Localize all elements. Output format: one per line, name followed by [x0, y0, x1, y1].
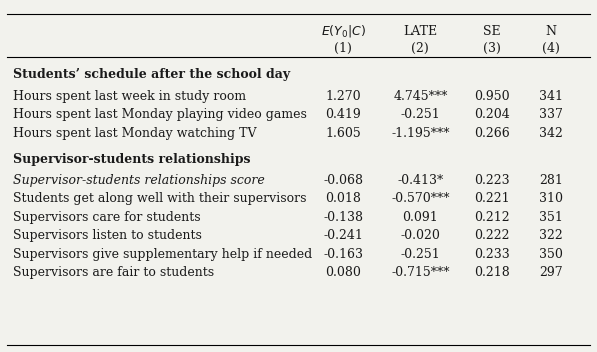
- Text: Supervisors listen to students: Supervisors listen to students: [13, 229, 202, 242]
- Text: LATE: LATE: [403, 25, 438, 38]
- Text: Hours spent last week in study room: Hours spent last week in study room: [13, 90, 247, 103]
- Text: Supervisors care for students: Supervisors care for students: [13, 211, 201, 224]
- Text: 0.204: 0.204: [474, 108, 509, 121]
- Text: 0.419: 0.419: [325, 108, 361, 121]
- Text: 0.233: 0.233: [474, 248, 509, 261]
- Text: SE: SE: [483, 25, 500, 38]
- Text: 0.223: 0.223: [474, 174, 509, 187]
- Text: -0.241: -0.241: [323, 229, 363, 242]
- Text: -0.163: -0.163: [323, 248, 363, 261]
- Text: 297: 297: [539, 266, 563, 279]
- Text: 0.222: 0.222: [474, 229, 509, 242]
- Text: 0.212: 0.212: [474, 211, 509, 224]
- Text: -0.715***: -0.715***: [391, 266, 450, 279]
- Text: (4): (4): [542, 42, 560, 55]
- Text: Hours spent last Monday watching TV: Hours spent last Monday watching TV: [13, 127, 257, 140]
- Text: Supervisor-students relationships: Supervisor-students relationships: [13, 153, 251, 166]
- Text: 322: 322: [539, 229, 563, 242]
- Text: 0.080: 0.080: [325, 266, 361, 279]
- Text: -0.068: -0.068: [323, 174, 363, 187]
- Text: 0.950: 0.950: [474, 90, 509, 103]
- Text: (2): (2): [411, 42, 429, 55]
- Text: 310: 310: [539, 192, 563, 205]
- Text: N: N: [546, 25, 556, 38]
- Text: 281: 281: [539, 174, 563, 187]
- Text: 351: 351: [539, 211, 563, 224]
- Text: Students get along well with their supervisors: Students get along well with their super…: [13, 192, 307, 205]
- Text: -0.413*: -0.413*: [397, 174, 444, 187]
- Text: 342: 342: [539, 127, 563, 140]
- Text: 0.221: 0.221: [474, 192, 509, 205]
- Text: -0.251: -0.251: [401, 108, 440, 121]
- Text: (3): (3): [483, 42, 500, 55]
- Text: Hours spent last Monday playing video games: Hours spent last Monday playing video ga…: [13, 108, 307, 121]
- Text: -0.138: -0.138: [323, 211, 363, 224]
- Text: -0.020: -0.020: [401, 229, 440, 242]
- Text: Supervisors give supplementary help if needed: Supervisors give supplementary help if n…: [13, 248, 312, 261]
- Text: 0.018: 0.018: [325, 192, 361, 205]
- Text: 0.218: 0.218: [474, 266, 509, 279]
- Text: 0.091: 0.091: [402, 211, 438, 224]
- Text: 1.270: 1.270: [325, 90, 361, 103]
- Text: 341: 341: [539, 90, 563, 103]
- Text: Supervisors are fair to students: Supervisors are fair to students: [13, 266, 214, 279]
- Text: -0.570***: -0.570***: [391, 192, 450, 205]
- Text: 337: 337: [539, 108, 563, 121]
- Text: 350: 350: [539, 248, 563, 261]
- Text: (1): (1): [334, 42, 352, 55]
- Text: Supervisor-students relationships score: Supervisor-students relationships score: [13, 174, 265, 187]
- Text: 1.605: 1.605: [325, 127, 361, 140]
- Text: Students’ schedule after the school day: Students’ schedule after the school day: [13, 68, 290, 81]
- Text: 0.266: 0.266: [474, 127, 509, 140]
- Text: 4.745***: 4.745***: [393, 90, 448, 103]
- Text: -0.251: -0.251: [401, 248, 440, 261]
- Text: $E(Y_0|C)$: $E(Y_0|C)$: [321, 23, 365, 39]
- Text: -1.195***: -1.195***: [391, 127, 450, 140]
